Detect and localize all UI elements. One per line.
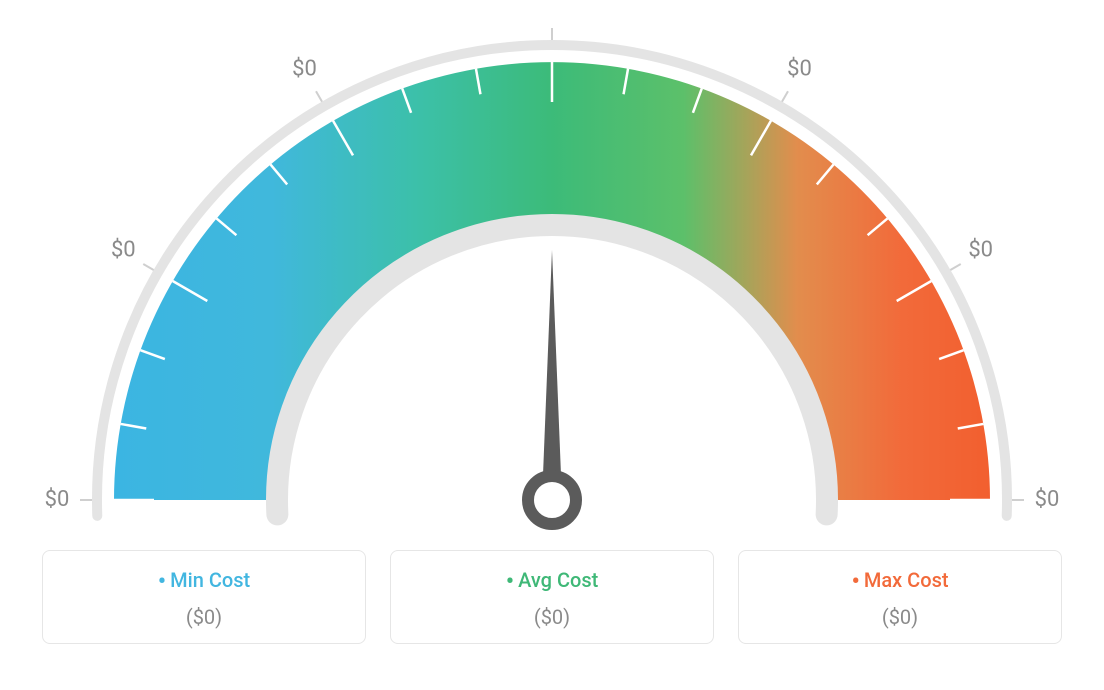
legend-min-value: ($0) xyxy=(53,605,355,629)
gauge-hub xyxy=(528,476,576,524)
gauge-svg: $0$0$0$0$0$0$0 xyxy=(22,10,1082,550)
gauge-needle xyxy=(542,250,562,500)
legend-min-title: •Min Cost xyxy=(53,567,355,595)
gauge-scale-label: $0 xyxy=(787,56,812,81)
legend-card-max: •Max Cost ($0) xyxy=(738,550,1062,644)
bullet-icon: • xyxy=(851,567,859,595)
legend-card-avg: •Avg Cost ($0) xyxy=(390,550,714,644)
gauge-scale-label: $0 xyxy=(45,487,70,512)
legend-avg-label: Avg Cost xyxy=(518,568,598,592)
legend-avg-title: •Avg Cost xyxy=(401,567,703,595)
gauge-scale-label: $0 xyxy=(292,56,317,81)
legend-max-label: Max Cost xyxy=(864,568,949,592)
bullet-icon: • xyxy=(506,567,514,595)
legend-card-min: •Min Cost ($0) xyxy=(42,550,366,644)
legend-min-label: Min Cost xyxy=(170,568,250,592)
cost-gauge: $0$0$0$0$0$0$0 xyxy=(22,10,1082,550)
gauge-scale-label: $0 xyxy=(1035,487,1060,512)
legend-avg-value: ($0) xyxy=(401,605,703,629)
legend-max-value: ($0) xyxy=(749,605,1051,629)
legend-max-title: •Max Cost xyxy=(749,567,1051,595)
gauge-scale-label: $0 xyxy=(968,238,993,263)
legend-row: •Min Cost ($0) •Avg Cost ($0) •Max Cost … xyxy=(22,550,1082,644)
gauge-scale-label: $0 xyxy=(111,238,136,263)
bullet-icon: • xyxy=(158,567,166,595)
